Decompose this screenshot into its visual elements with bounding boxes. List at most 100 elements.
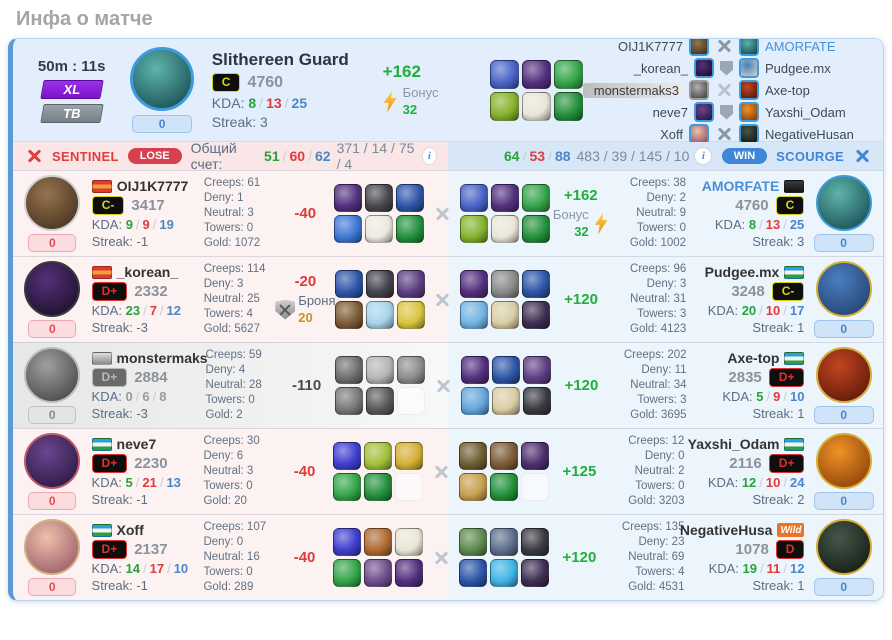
item-icon[interactable] [522,387,551,415]
player-name[interactable]: Yaxshi_Odam [687,436,780,452]
item-icon[interactable] [334,215,363,243]
matchup-right-name[interactable]: NegativeHusan [765,126,854,142]
item-icon[interactable] [520,528,549,556]
stat-gold: Gold: 3695 [630,408,687,421]
item-icon[interactable] [333,528,362,556]
item-icon[interactable] [522,356,551,384]
item-icon[interactable] [335,356,364,384]
item-icon[interactable] [554,59,583,89]
item-icon[interactable] [458,442,487,470]
bonus-value: 32 [574,223,589,239]
item-icon[interactable] [522,184,550,212]
item-icon[interactable] [395,559,424,587]
item-icon[interactable] [458,473,487,501]
matchup-right-name[interactable]: AMORFATE [765,38,836,54]
player-streak: Streak: 1 [752,320,805,335]
item-icon[interactable] [365,301,394,329]
matchup-left-name[interactable]: Xoff [660,126,683,142]
item-icon[interactable] [491,387,520,415]
item-icon[interactable] [396,301,425,329]
player-name[interactable]: OIJ1K7777 [116,178,189,194]
item-icon[interactable] [458,559,487,587]
item-icon[interactable] [397,356,426,384]
item-icon[interactable] [364,528,393,556]
item-icon[interactable] [396,270,425,298]
item-icon[interactable] [333,442,362,470]
item-icon[interactable] [460,184,488,212]
player-streak: Streak: 2 [752,492,805,507]
item-icon[interactable] [491,270,520,298]
item-icon[interactable] [460,270,489,298]
item-icon[interactable] [460,301,489,329]
player-name[interactable]: AMORFATE [701,178,780,194]
row-vs [425,549,456,567]
item-icon[interactable] [522,270,551,298]
player-kda: KDA: 14 17 10 [92,561,202,576]
item-icon[interactable] [554,91,583,121]
tv-badge[interactable]: ТВ [40,103,104,123]
info-icon[interactable] [695,148,712,164]
item-icon[interactable] [489,442,518,470]
matchup-right-name[interactable]: Yaxshi_Odam [765,104,846,120]
item-icon[interactable] [366,387,395,415]
player-kda: KDA: 12 10 24 [708,475,805,490]
item-icon[interactable] [364,442,393,470]
item-icon[interactable] [522,215,550,243]
player-name[interactable]: NegativeHusa [679,522,773,538]
player-name[interactable]: Axe-top [727,350,780,366]
player-name[interactable]: Xoff [116,522,144,538]
item-icon[interactable] [489,528,518,556]
hero-name[interactable]: Slithereen Guard [211,50,349,69]
item-icon[interactable] [491,215,519,243]
matchup-left-name[interactable]: _korean_ [633,60,688,76]
matchup-right-name[interactable]: Pudgee.mx [765,60,831,76]
item-icon[interactable] [335,387,364,415]
item-icon[interactable] [334,184,363,212]
item-icon[interactable] [489,559,518,587]
item-icon[interactable] [396,184,425,212]
player-name[interactable]: Pudgee.mx [704,264,780,280]
match-card: 50m : 11s XL ТВ 0 Slithereen Guard C 476… [8,38,884,601]
item-icon[interactable] [522,59,551,89]
matchup-left-name[interactable]: monstermaks3 [583,82,683,98]
matchup-left-name[interactable]: neve7 [652,104,688,120]
rating-change-block: +120 [553,377,610,394]
item-icon[interactable] [490,59,519,89]
info-icon[interactable] [422,148,437,164]
item-icon[interactable] [520,559,549,587]
item-icon[interactable] [458,528,487,556]
kda-label: KDA: [707,475,742,490]
item-icon[interactable] [460,356,489,384]
item-icon[interactable] [334,301,363,329]
hero-avatar [24,261,81,317]
item-icon[interactable] [396,215,425,243]
item-icon[interactable] [365,184,394,212]
item-icon[interactable] [334,270,363,298]
item-icon[interactable] [365,270,394,298]
item-icon[interactable] [522,301,551,329]
item-icon[interactable] [460,215,488,243]
item-icon[interactable] [333,559,362,587]
item-icon[interactable] [364,559,393,587]
item-icon[interactable] [395,528,424,556]
item-icon[interactable] [491,301,520,329]
item-icon[interactable] [365,215,394,243]
matchup-right-name[interactable]: Axe-top [765,82,810,98]
player-farm-stats: Creeps: 61 Deny: 1 Neutral: 3 Towers: 0 Gold… [202,176,279,251]
matchup-left-name[interactable]: OIJ1K7777 [617,38,683,54]
player-avatar-block: 0 [804,347,883,424]
item-icon[interactable] [491,184,519,212]
item-icon[interactable] [364,473,393,501]
item-icon[interactable] [395,442,424,470]
item-icon[interactable] [489,473,518,501]
item-icon[interactable] [490,91,519,121]
player-name[interactable]: monstermaks [116,350,208,366]
player-name[interactable]: neve7 [116,436,157,452]
item-icon[interactable] [460,387,489,415]
item-icon[interactable] [522,91,551,121]
item-icon[interactable] [333,473,362,501]
item-icon[interactable] [491,356,520,384]
player-name[interactable]: _korean_ [116,264,179,280]
item-icon[interactable] [520,442,549,470]
item-icon[interactable] [366,356,395,384]
